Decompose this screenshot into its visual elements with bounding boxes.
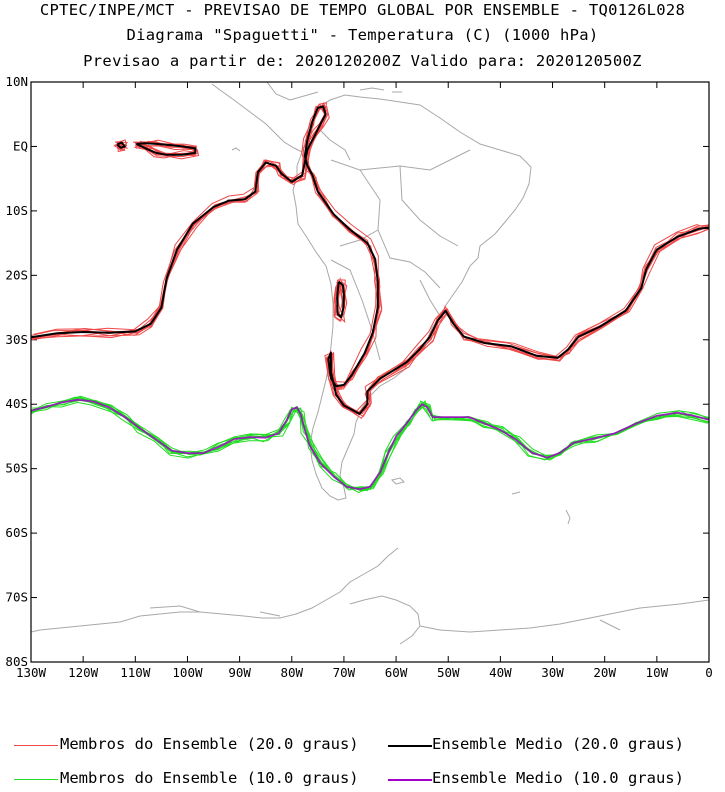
x-tick-label: 0 [705, 665, 713, 680]
plot-frame [30, 81, 710, 663]
plot-area [31, 82, 709, 662]
y-tick-label: 30S [5, 332, 28, 347]
x-tick-label: 30W [541, 665, 564, 680]
chart-title-line3: Previsao a partir de: 2020120200Z Valido… [83, 52, 642, 70]
legend-label-green-members: Membros do Ensemble (10.0 graus) [60, 769, 359, 787]
x-tick-label: 50W [437, 665, 460, 680]
legend-label-red-members: Membros do Ensemble (20.0 graus) [60, 735, 359, 753]
y-tick-label: 10S [5, 203, 28, 218]
axes: 130W 120W 110W 100W 90W 80W 70W 60W 50W 40W 30W 20W… [5, 74, 712, 680]
ensemble-mean-20-line [31, 105, 709, 415]
y-tick-label: 40S [5, 396, 28, 411]
legend-label-black-mean: Ensemble Medio (20.0 graus) [432, 735, 684, 753]
x-tick-label: 70W [333, 665, 356, 680]
series-layer [31, 101, 709, 494]
legend-swatch-black-mean [388, 745, 432, 747]
y-tick-label: 50S [5, 461, 28, 476]
ensemble-mean-20-line [336, 281, 345, 319]
x-tick-label: 60W [385, 665, 408, 680]
x-tick-label: 130W [16, 665, 47, 680]
legend-swatch-red-members [14, 745, 58, 746]
x-tick-label: 110W [120, 665, 151, 680]
x-tick-label: 10W [646, 665, 669, 680]
y-tick-label: EQ [13, 138, 28, 153]
y-tick-label: 80S [5, 654, 28, 669]
red-member-line [117, 143, 126, 153]
legend-swatch-green-members [14, 779, 58, 780]
ensemble-mean-10-line [31, 398, 709, 491]
x-tick-label: 90W [228, 665, 251, 680]
red-member-line [31, 103, 708, 412]
x-tick-label: 120W [68, 665, 99, 680]
y-tick-label: 10N [5, 74, 28, 89]
y-tick-label: 20S [5, 267, 28, 282]
chart-title-line1: CPTEC/INPE/MCT - PREVISAO DE TEMPO GLOBA… [39, 1, 686, 19]
chart-title-line2: Diagrama "Spaguetti" - Temperatura (C) (… [126, 26, 599, 44]
x-tick-label: 40W [489, 665, 512, 680]
ensemble-mean-20-line [116, 141, 126, 149]
ensemble-mean-20-line [135, 142, 197, 156]
x-tick-label: 100W [172, 665, 203, 680]
x-tick-label: 20W [593, 665, 616, 680]
legend-swatch-purple-mean [388, 779, 432, 781]
y-tick-label: 60S [5, 525, 28, 540]
y-tick-label: 70S [5, 590, 28, 605]
legend-label-purple-mean: Ensemble Medio (10.0 graus) [432, 769, 684, 787]
map-coastlines [31, 82, 709, 645]
x-tick-label: 80W [280, 665, 303, 680]
